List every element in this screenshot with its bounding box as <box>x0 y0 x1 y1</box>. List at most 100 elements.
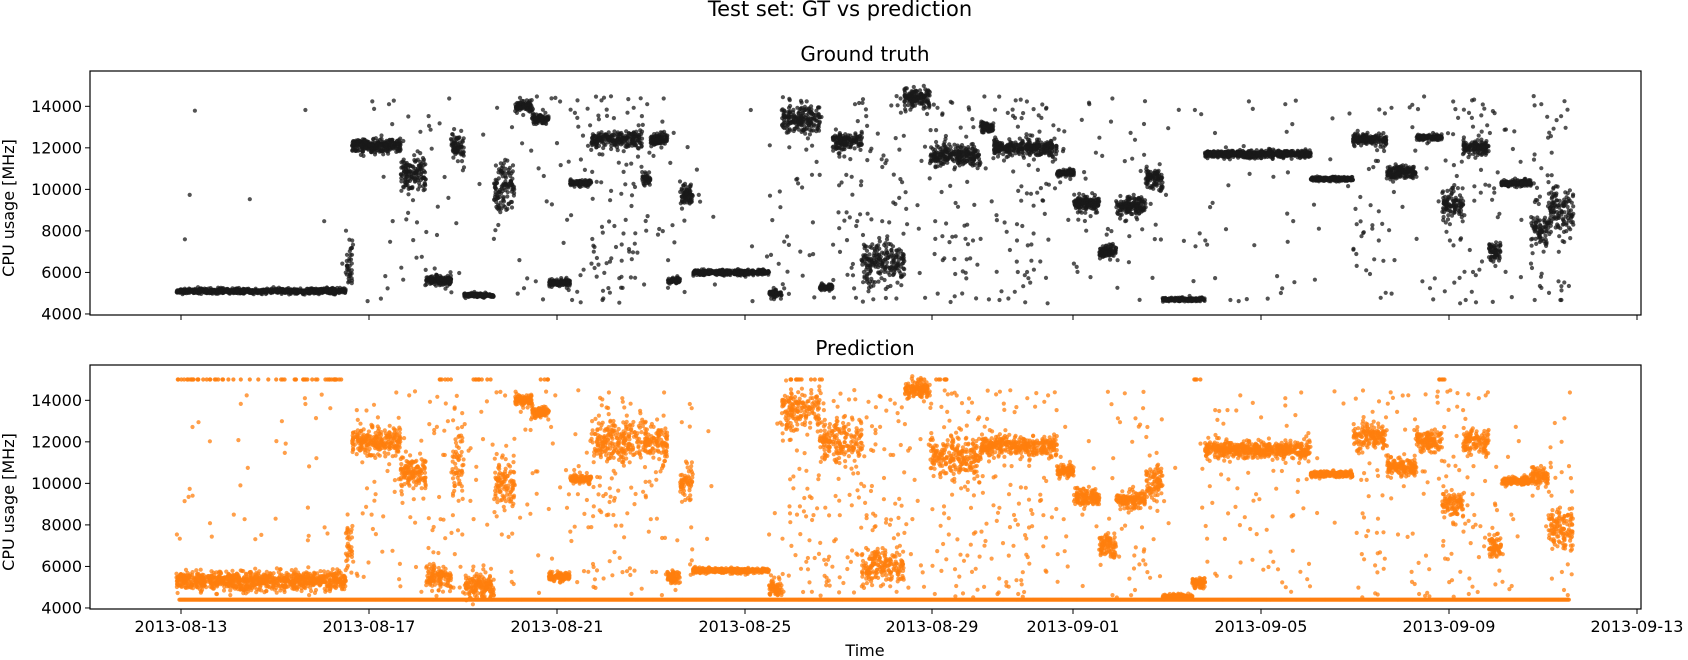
data-point <box>657 226 662 232</box>
data-point <box>806 111 811 116</box>
data-point <box>935 291 940 296</box>
data-point <box>902 267 907 272</box>
data-point <box>679 186 684 191</box>
data-point <box>827 284 832 289</box>
data-point <box>655 232 661 237</box>
data-point <box>997 94 1002 99</box>
data-point <box>421 157 426 162</box>
data-point <box>844 172 849 177</box>
data-point <box>938 152 943 157</box>
data-point <box>347 256 352 261</box>
data-point <box>1013 98 1018 103</box>
data-point <box>682 218 687 223</box>
data-point <box>349 252 355 257</box>
data-point <box>349 268 354 273</box>
data-point <box>883 161 888 166</box>
data-point <box>879 264 884 269</box>
data-point <box>928 128 933 133</box>
data-point <box>678 201 683 206</box>
data-point <box>1019 184 1024 189</box>
data-point <box>1036 113 1041 118</box>
data-point <box>1038 259 1043 264</box>
data-point <box>781 111 786 116</box>
data-point <box>623 137 628 142</box>
data-point <box>993 135 998 140</box>
data-point <box>639 114 645 119</box>
data-point <box>204 288 209 293</box>
data-point <box>256 289 261 294</box>
data-point <box>916 92 922 97</box>
data-point <box>816 123 821 128</box>
data-point <box>912 92 917 97</box>
data-point <box>1031 231 1036 236</box>
data-point <box>541 173 546 179</box>
data-point <box>496 195 501 201</box>
data-point <box>807 132 813 137</box>
data-point <box>383 274 388 279</box>
data-point <box>318 290 323 295</box>
data-point <box>638 96 643 101</box>
data-point <box>884 260 890 265</box>
data-point <box>855 219 860 224</box>
data-point <box>804 147 809 152</box>
data-point <box>928 153 933 159</box>
data-point <box>917 270 922 276</box>
data-point <box>997 297 1002 303</box>
data-point <box>696 192 701 197</box>
data-point <box>807 127 813 132</box>
data-point <box>390 145 395 150</box>
data-point <box>930 146 935 151</box>
data-point <box>770 290 775 295</box>
data-point <box>635 145 641 151</box>
data-point <box>414 220 420 225</box>
data-point <box>879 276 884 281</box>
data-point <box>421 184 426 189</box>
data-point <box>607 290 613 295</box>
data-point <box>495 105 500 110</box>
data-point <box>880 250 885 255</box>
data-point <box>437 121 442 126</box>
data-point <box>964 276 969 281</box>
data-point <box>898 177 903 182</box>
data-point <box>872 280 878 285</box>
data-point <box>1028 191 1034 196</box>
data-point <box>1031 267 1036 272</box>
data-point <box>854 223 859 229</box>
data-point <box>927 103 932 108</box>
data-point <box>621 169 626 174</box>
data-point <box>424 229 429 235</box>
data-point <box>631 105 636 110</box>
data-point <box>770 218 775 223</box>
data-point <box>240 289 246 294</box>
data-point <box>292 289 297 294</box>
data-point <box>794 124 799 129</box>
data-point <box>593 94 599 99</box>
data-point <box>782 286 787 291</box>
data-point <box>396 147 401 152</box>
data-point <box>344 252 350 257</box>
data-point <box>999 142 1005 147</box>
data-point <box>385 139 390 144</box>
data-point <box>621 149 626 154</box>
data-point <box>629 203 634 209</box>
data-point <box>1012 148 1017 153</box>
data-point <box>941 142 946 147</box>
data-point <box>875 248 880 253</box>
data-point <box>583 183 588 188</box>
data-point <box>594 179 599 184</box>
data-point <box>894 266 899 271</box>
data-point <box>848 157 853 162</box>
data-point <box>645 214 650 219</box>
data-point <box>189 289 194 294</box>
data-point <box>698 199 703 204</box>
data-point <box>429 146 434 151</box>
data-point <box>547 280 552 285</box>
data-point <box>418 151 423 156</box>
data-point <box>925 111 930 117</box>
ground-truth-title: Ground truth <box>800 42 929 66</box>
data-point <box>615 142 621 147</box>
data-point <box>457 270 462 276</box>
data-point <box>378 143 383 148</box>
data-point <box>331 289 336 294</box>
data-point <box>358 152 363 157</box>
